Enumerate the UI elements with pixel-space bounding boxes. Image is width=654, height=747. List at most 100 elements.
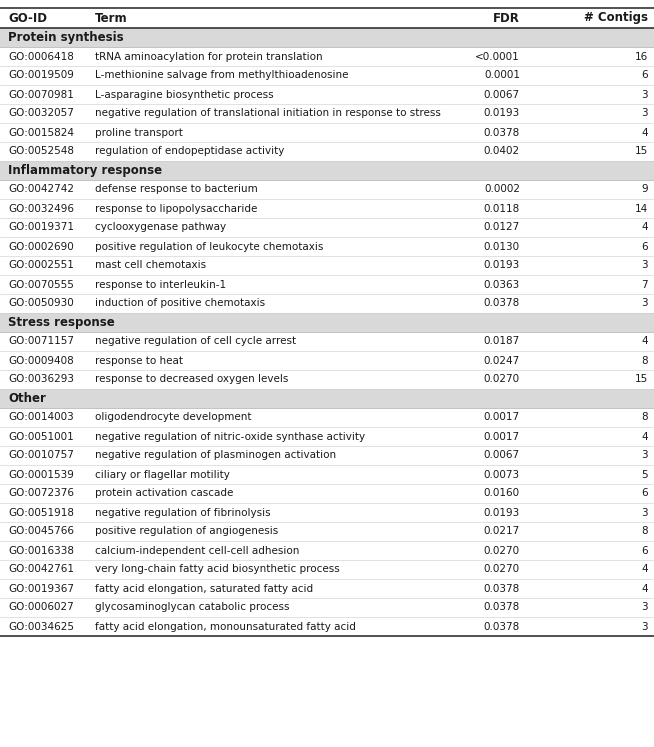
Text: GO:0032496: GO:0032496 <box>8 203 74 214</box>
Text: GO:0072376: GO:0072376 <box>8 489 74 498</box>
Text: GO:0002551: GO:0002551 <box>8 261 74 270</box>
Text: defense response to bacterium: defense response to bacterium <box>95 185 258 194</box>
Text: GO:0015824: GO:0015824 <box>8 128 74 137</box>
Text: 4: 4 <box>642 432 648 441</box>
Text: 0.0193: 0.0193 <box>484 108 520 119</box>
Text: tRNA aminoacylation for protein translation: tRNA aminoacylation for protein translat… <box>95 52 322 61</box>
Text: 0.0378: 0.0378 <box>484 622 520 631</box>
Text: 0.0160: 0.0160 <box>484 489 520 498</box>
Text: GO:0042742: GO:0042742 <box>8 185 74 194</box>
Text: response to decreased oxygen levels: response to decreased oxygen levels <box>95 374 288 385</box>
Text: 15: 15 <box>635 374 648 385</box>
Text: induction of positive chemotaxis: induction of positive chemotaxis <box>95 299 265 309</box>
Text: 4: 4 <box>642 583 648 594</box>
Text: 0.0402: 0.0402 <box>484 146 520 157</box>
Text: GO:0051001: GO:0051001 <box>8 432 74 441</box>
Text: 3: 3 <box>642 90 648 99</box>
Text: oligodendrocyte development: oligodendrocyte development <box>95 412 252 423</box>
Text: Stress response: Stress response <box>8 316 114 329</box>
Text: 4: 4 <box>642 565 648 574</box>
Bar <box>0 313 654 332</box>
Text: 6: 6 <box>642 241 648 252</box>
Text: 0.0378: 0.0378 <box>484 583 520 594</box>
Text: 8: 8 <box>642 527 648 536</box>
Text: 15: 15 <box>635 146 648 157</box>
Text: negative regulation of cell cycle arrest: negative regulation of cell cycle arrest <box>95 336 296 347</box>
Text: GO:0006027: GO:0006027 <box>8 603 74 613</box>
Text: 0.0067: 0.0067 <box>484 450 520 460</box>
Text: 3: 3 <box>642 603 648 613</box>
Text: GO-ID: GO-ID <box>8 11 47 25</box>
Text: negative regulation of plasminogen activation: negative regulation of plasminogen activ… <box>95 450 336 460</box>
Text: 0.0001: 0.0001 <box>484 70 520 81</box>
Text: 0.0270: 0.0270 <box>484 545 520 556</box>
Text: FDR: FDR <box>493 11 520 25</box>
Text: 0.0193: 0.0193 <box>484 507 520 518</box>
Text: 3: 3 <box>642 299 648 309</box>
Text: GO:0036293: GO:0036293 <box>8 374 74 385</box>
Text: response to interleukin-1: response to interleukin-1 <box>95 279 226 290</box>
Text: 0.0073: 0.0073 <box>484 470 520 480</box>
Text: 5: 5 <box>642 470 648 480</box>
Text: 3: 3 <box>642 261 648 270</box>
Text: 16: 16 <box>635 52 648 61</box>
Text: 4: 4 <box>642 223 648 232</box>
Text: Other: Other <box>8 392 46 405</box>
Text: response to lipopolysaccharide: response to lipopolysaccharide <box>95 203 258 214</box>
Text: response to heat: response to heat <box>95 356 183 365</box>
Text: 0.0217: 0.0217 <box>484 527 520 536</box>
Text: Term: Term <box>95 11 128 25</box>
Text: 9: 9 <box>642 185 648 194</box>
Text: 3: 3 <box>642 450 648 460</box>
Text: GO:0032057: GO:0032057 <box>8 108 74 119</box>
Text: GO:0010757: GO:0010757 <box>8 450 74 460</box>
Text: 0.0378: 0.0378 <box>484 128 520 137</box>
Text: L-asparagine biosynthetic process: L-asparagine biosynthetic process <box>95 90 273 99</box>
Text: GO:0052548: GO:0052548 <box>8 146 74 157</box>
Text: 8: 8 <box>642 412 648 423</box>
Text: 0.0363: 0.0363 <box>484 279 520 290</box>
Text: 0.0378: 0.0378 <box>484 299 520 309</box>
Text: GO:0070981: GO:0070981 <box>8 90 74 99</box>
Text: 6: 6 <box>642 545 648 556</box>
Text: 0.0002: 0.0002 <box>484 185 520 194</box>
Text: proline transport: proline transport <box>95 128 183 137</box>
Text: GO:0016338: GO:0016338 <box>8 545 74 556</box>
Text: positive regulation of angiogenesis: positive regulation of angiogenesis <box>95 527 278 536</box>
Text: 4: 4 <box>642 336 648 347</box>
Text: # Contigs: # Contigs <box>584 11 648 25</box>
Text: GO:0050930: GO:0050930 <box>8 299 74 309</box>
Text: 14: 14 <box>635 203 648 214</box>
Bar <box>0 389 654 408</box>
Text: 0.0127: 0.0127 <box>484 223 520 232</box>
Text: GO:0045766: GO:0045766 <box>8 527 74 536</box>
Text: 0.0118: 0.0118 <box>484 203 520 214</box>
Text: fatty acid elongation, monounsaturated fatty acid: fatty acid elongation, monounsaturated f… <box>95 622 356 631</box>
Text: 0.0187: 0.0187 <box>484 336 520 347</box>
Text: 6: 6 <box>642 70 648 81</box>
Text: fatty acid elongation, saturated fatty acid: fatty acid elongation, saturated fatty a… <box>95 583 313 594</box>
Text: GO:0006418: GO:0006418 <box>8 52 74 61</box>
Text: GO:0019509: GO:0019509 <box>8 70 74 81</box>
Text: GO:0034625: GO:0034625 <box>8 622 74 631</box>
Text: GO:0009408: GO:0009408 <box>8 356 74 365</box>
Text: 3: 3 <box>642 108 648 119</box>
Text: GO:0051918: GO:0051918 <box>8 507 74 518</box>
Text: GO:0019371: GO:0019371 <box>8 223 74 232</box>
Text: 0.0247: 0.0247 <box>484 356 520 365</box>
Text: 3: 3 <box>642 622 648 631</box>
Text: 0.0378: 0.0378 <box>484 603 520 613</box>
Text: 0.0270: 0.0270 <box>484 374 520 385</box>
Text: <0.0001: <0.0001 <box>475 52 520 61</box>
Text: 3: 3 <box>642 507 648 518</box>
Text: L-methionine salvage from methylthioadenosine: L-methionine salvage from methylthioaden… <box>95 70 349 81</box>
Text: 4: 4 <box>642 128 648 137</box>
Text: GO:0019367: GO:0019367 <box>8 583 74 594</box>
Text: 0.0193: 0.0193 <box>484 261 520 270</box>
Text: 0.0067: 0.0067 <box>484 90 520 99</box>
Text: very long-chain fatty acid biosynthetic process: very long-chain fatty acid biosynthetic … <box>95 565 339 574</box>
Text: 0.0017: 0.0017 <box>484 412 520 423</box>
Text: 7: 7 <box>642 279 648 290</box>
Text: positive regulation of leukocyte chemotaxis: positive regulation of leukocyte chemota… <box>95 241 323 252</box>
Text: GO:0014003: GO:0014003 <box>8 412 74 423</box>
